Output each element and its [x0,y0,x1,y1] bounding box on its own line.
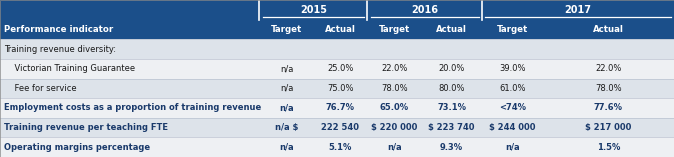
Text: Target: Target [497,25,528,34]
Text: 80.0%: 80.0% [438,84,465,93]
Text: 20.0%: 20.0% [438,64,465,73]
Text: 9.3%: 9.3% [440,143,463,152]
Text: 5.1%: 5.1% [329,143,352,152]
Text: 76.7%: 76.7% [326,103,355,112]
Text: Actual: Actual [593,25,623,34]
Bar [0,118,674,137]
Text: 22.0%: 22.0% [381,64,408,73]
Bar [0,20,674,39]
Text: Operating margins percentage: Operating margins percentage [4,143,150,152]
Text: $ 217 000: $ 217 000 [585,123,632,132]
Text: Target: Target [379,25,410,34]
Text: 1.5%: 1.5% [596,143,620,152]
Text: $ 223 740: $ 223 740 [429,123,474,132]
Text: Performance indicator: Performance indicator [4,25,113,34]
Text: 22.0%: 22.0% [595,64,621,73]
Text: 75.0%: 75.0% [327,84,354,93]
Text: 2016: 2016 [411,5,438,15]
Text: 39.0%: 39.0% [499,64,526,73]
Text: 25.0%: 25.0% [327,64,354,73]
Text: 2017: 2017 [564,5,592,15]
Bar [0,0,674,20]
Text: Employment costs as a proportion of training revenue: Employment costs as a proportion of trai… [4,103,262,112]
Bar [0,59,674,78]
Text: Training revenue per teaching FTE: Training revenue per teaching FTE [4,123,168,132]
Text: Target: Target [271,25,302,34]
Text: n/a: n/a [279,103,294,112]
Text: 78.0%: 78.0% [595,84,621,93]
Text: n/a: n/a [280,84,293,93]
Text: Actual: Actual [436,25,467,34]
Bar [0,98,674,118]
Text: $ 244 000: $ 244 000 [489,123,535,132]
Text: n/a: n/a [505,143,520,152]
Text: 77.6%: 77.6% [594,103,623,112]
Text: Training revenue diversity:: Training revenue diversity: [4,45,116,54]
Text: Fee for service: Fee for service [4,84,77,93]
Bar [0,137,674,157]
Text: n/a: n/a [387,143,402,152]
Text: 65.0%: 65.0% [379,103,409,112]
Text: $ 220 000: $ 220 000 [371,123,417,132]
Text: 78.0%: 78.0% [381,84,408,93]
Text: 61.0%: 61.0% [499,84,526,93]
Text: 2015: 2015 [300,5,327,15]
Text: n/a $: n/a $ [275,123,298,132]
Bar [0,39,674,59]
Text: Actual: Actual [325,25,356,34]
Text: <74%: <74% [499,103,526,112]
Text: Victorian Training Guarantee: Victorian Training Guarantee [4,64,135,73]
Text: n/a: n/a [280,64,293,73]
Text: 222 540: 222 540 [321,123,359,132]
Text: n/a: n/a [279,143,294,152]
Bar [0,78,674,98]
Text: 73.1%: 73.1% [437,103,466,112]
